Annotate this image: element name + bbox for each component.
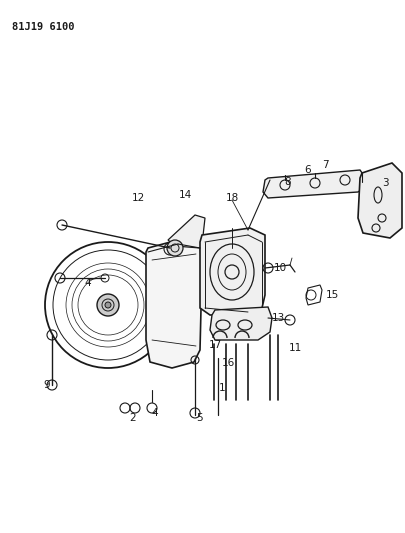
Text: 8: 8 — [284, 177, 291, 187]
Text: 11: 11 — [288, 343, 301, 353]
Polygon shape — [168, 215, 205, 248]
Text: 5: 5 — [196, 413, 203, 423]
Polygon shape — [357, 163, 401, 238]
Text: 3: 3 — [381, 178, 387, 188]
Circle shape — [97, 294, 119, 316]
Circle shape — [166, 240, 183, 256]
Text: 7: 7 — [321, 160, 328, 170]
Text: 17: 17 — [208, 340, 221, 350]
Text: 81J19 6100: 81J19 6100 — [12, 22, 74, 32]
Text: 15: 15 — [324, 290, 338, 300]
Text: 4: 4 — [151, 408, 158, 418]
Text: 18: 18 — [225, 193, 238, 203]
Polygon shape — [146, 240, 202, 368]
Text: 4: 4 — [85, 278, 91, 288]
Polygon shape — [200, 228, 264, 315]
Text: 14: 14 — [178, 190, 191, 200]
Text: 13: 13 — [271, 313, 284, 323]
Text: 2: 2 — [129, 413, 136, 423]
Polygon shape — [262, 170, 364, 198]
Text: 16: 16 — [221, 358, 234, 368]
Text: 1: 1 — [218, 383, 225, 393]
Text: 6: 6 — [304, 165, 311, 175]
Text: 10: 10 — [273, 263, 286, 273]
Polygon shape — [209, 307, 271, 340]
Text: 9: 9 — [44, 380, 50, 390]
Text: 12: 12 — [131, 193, 144, 203]
Circle shape — [105, 302, 111, 308]
